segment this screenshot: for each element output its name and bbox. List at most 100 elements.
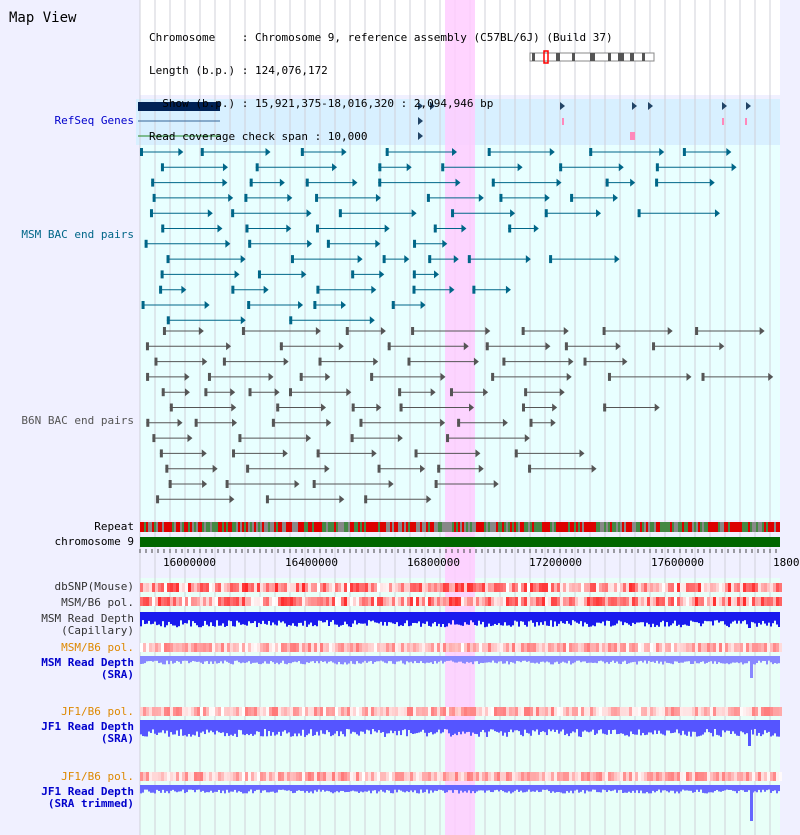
read-depth-bin bbox=[542, 612, 544, 625]
read-depth-bin bbox=[510, 612, 512, 627]
repeat-mark bbox=[144, 522, 146, 532]
polymorphism-bin bbox=[254, 583, 257, 592]
repeat-mark bbox=[558, 522, 560, 532]
read-depth-bin bbox=[346, 656, 348, 665]
read-depth-bin bbox=[272, 612, 274, 623]
polymorphism-bin bbox=[413, 707, 416, 716]
read-depth-bin bbox=[512, 612, 514, 626]
read-depth-bin bbox=[554, 612, 556, 622]
read-depth-bin bbox=[508, 720, 510, 732]
read-depth-bin bbox=[282, 656, 284, 661]
read-depth-bin bbox=[602, 656, 604, 662]
read-depth-bin bbox=[398, 785, 400, 790]
read-depth-bin bbox=[704, 612, 706, 621]
read-depth-bin bbox=[288, 656, 290, 664]
polymorphism-bin bbox=[320, 583, 323, 592]
polymorphism-bin bbox=[491, 597, 494, 606]
polymorphism-bin bbox=[605, 597, 608, 606]
track-label-msm-bac[interactable]: MSM BAC end pairs bbox=[21, 228, 134, 241]
b6n-bac-pair-end bbox=[485, 327, 491, 335]
track-label-refseq[interactable]: RefSeq Genes bbox=[54, 114, 134, 127]
msm-bac-pair-end bbox=[305, 178, 309, 187]
polymorphism-bin bbox=[641, 597, 644, 606]
read-depth-bin bbox=[648, 720, 650, 733]
read-depth-bin bbox=[338, 612, 340, 627]
read-depth-bin bbox=[304, 612, 306, 621]
repeat-mark bbox=[230, 522, 232, 532]
read-depth-bin bbox=[298, 612, 300, 623]
polymorphism-bin bbox=[332, 583, 335, 592]
b6n-bac-pair-end bbox=[652, 342, 656, 351]
repeat-mark bbox=[164, 522, 166, 532]
read-depth-bin bbox=[680, 612, 682, 628]
read-depth-bin bbox=[624, 785, 626, 793]
read-depth-bin bbox=[416, 656, 418, 663]
b6n-bac-pair-end bbox=[324, 464, 330, 473]
polymorphism-bin bbox=[623, 643, 626, 652]
read-depth-bin bbox=[190, 656, 192, 663]
read-depth-bin bbox=[726, 612, 728, 626]
read-depth-bin bbox=[572, 785, 574, 794]
read-depth-bin bbox=[370, 720, 372, 735]
b6n-bac-pair-end bbox=[232, 449, 236, 458]
track-label-b6n-bac[interactable]: B6N BAC end pairs bbox=[21, 414, 134, 427]
read-depth-bin bbox=[582, 785, 584, 791]
read-depth-bin bbox=[312, 785, 314, 794]
read-depth-bin bbox=[174, 785, 176, 792]
b6n-bac-pair-end bbox=[168, 480, 172, 488]
polymorphism-bin bbox=[146, 643, 149, 652]
read-depth-bin bbox=[324, 656, 326, 662]
polymorphism-bin bbox=[209, 597, 212, 606]
repeat-mark bbox=[716, 522, 718, 532]
read-depth-bin bbox=[274, 612, 276, 625]
read-depth-bin bbox=[612, 612, 614, 626]
read-depth-bin bbox=[368, 720, 370, 731]
polymorphism-bin bbox=[767, 597, 770, 606]
polymorphism-bin bbox=[299, 583, 302, 592]
polymorphism-bin bbox=[167, 583, 170, 592]
read-depth-bin bbox=[770, 612, 772, 627]
b6n-bac-pair-end bbox=[187, 434, 193, 443]
read-depth-bin bbox=[340, 612, 342, 626]
read-depth-bin bbox=[494, 656, 496, 663]
read-depth-bin bbox=[250, 656, 252, 664]
repeat-mark bbox=[604, 522, 606, 532]
read-depth-bin bbox=[628, 612, 630, 625]
read-depth-bin bbox=[188, 720, 190, 735]
repeat-mark bbox=[262, 522, 264, 532]
msm-bac-pair-end bbox=[290, 255, 294, 264]
repeat-mark bbox=[302, 522, 304, 532]
read-depth-bin bbox=[340, 720, 342, 732]
read-depth-bin bbox=[234, 656, 236, 661]
polymorphism-bin bbox=[143, 583, 146, 592]
read-depth-bin bbox=[358, 785, 360, 793]
b6n-bac-pair-end bbox=[288, 388, 292, 397]
read-depth-bin bbox=[286, 785, 288, 791]
read-depth-bin bbox=[214, 720, 216, 735]
read-depth-bin bbox=[278, 785, 280, 790]
msm-bac-pair-end bbox=[382, 255, 386, 264]
polymorphism-bin bbox=[149, 772, 152, 781]
polymorphism-bin bbox=[218, 643, 221, 652]
polymorphism-bin bbox=[728, 583, 731, 592]
polymorphism-bin bbox=[716, 583, 719, 592]
read-depth-bin bbox=[514, 656, 516, 664]
read-depth-bin bbox=[320, 785, 322, 792]
read-depth-bin bbox=[580, 656, 582, 663]
polymorphism-bin bbox=[560, 707, 563, 716]
polymorphism-bin bbox=[242, 643, 245, 652]
repeat-mark bbox=[510, 522, 512, 532]
polymorphism-bin bbox=[479, 643, 482, 652]
msm-bac-pair-end bbox=[451, 209, 455, 218]
polymorphism-bin bbox=[707, 597, 710, 606]
read-depth-bin bbox=[194, 656, 196, 662]
read-depth-bin bbox=[334, 612, 336, 625]
read-depth-bin bbox=[440, 720, 442, 734]
read-depth-bin bbox=[462, 785, 464, 793]
b6n-bac-pair-end bbox=[274, 388, 280, 397]
read-depth-bin bbox=[534, 785, 536, 792]
polymorphism-bin bbox=[608, 643, 611, 652]
polymorphism-bin bbox=[779, 643, 782, 652]
read-depth-bin bbox=[694, 612, 696, 623]
